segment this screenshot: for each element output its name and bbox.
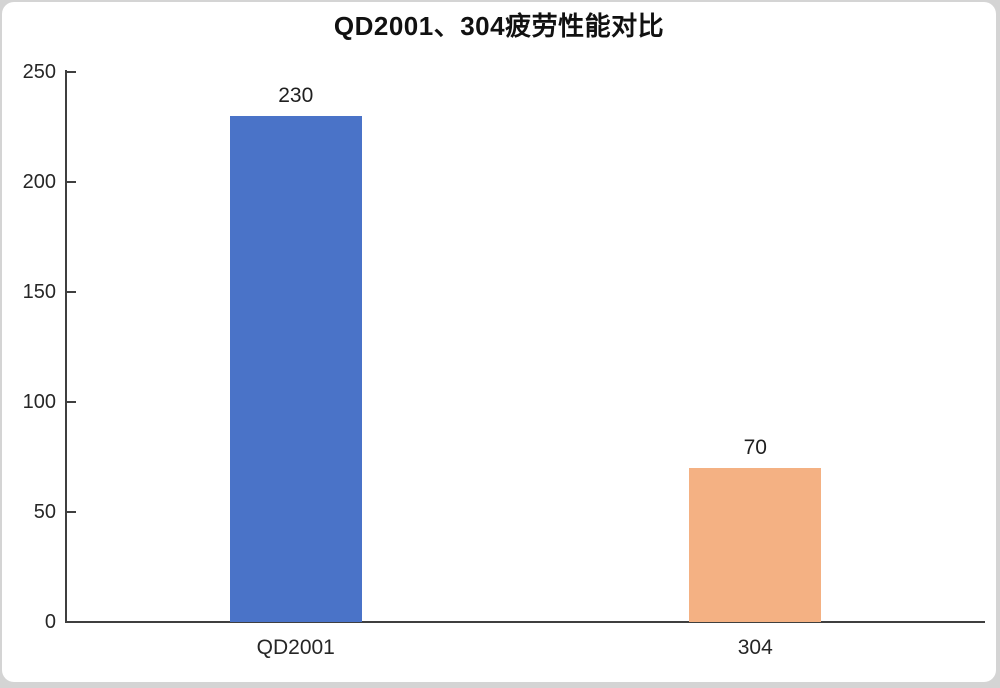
y-axis-tick-label-0: 0 — [44, 611, 56, 633]
y-axis-line — [65, 70, 67, 623]
y-axis-tick-200 — [67, 181, 76, 183]
chart-title: QD2001、304疲劳性能对比 — [333, 11, 665, 41]
y-axis-tick-100 — [67, 401, 76, 403]
y-axis-tick-label-200: 200 — [22, 171, 56, 193]
y-axis-tick-250 — [67, 71, 76, 73]
bar-QD2001 — [229, 116, 362, 622]
bar-304 — [689, 468, 822, 622]
y-axis-tick-50 — [67, 511, 76, 513]
bar-value-label-304: 70 — [743, 436, 767, 459]
x-category-label-QD2001: QD2001 — [256, 636, 335, 659]
x-axis-line — [65, 621, 985, 623]
bar-value-label-QD2001: 230 — [278, 84, 314, 107]
y-axis-tick-label-150: 150 — [22, 281, 56, 303]
x-category-label-304: 304 — [737, 636, 773, 659]
y-axis-tick-label-250: 250 — [22, 61, 56, 83]
y-axis-tick-label-50: 50 — [33, 501, 56, 523]
y-axis-tick-150 — [67, 291, 76, 293]
y-axis-tick-label-100: 100 — [22, 391, 56, 413]
